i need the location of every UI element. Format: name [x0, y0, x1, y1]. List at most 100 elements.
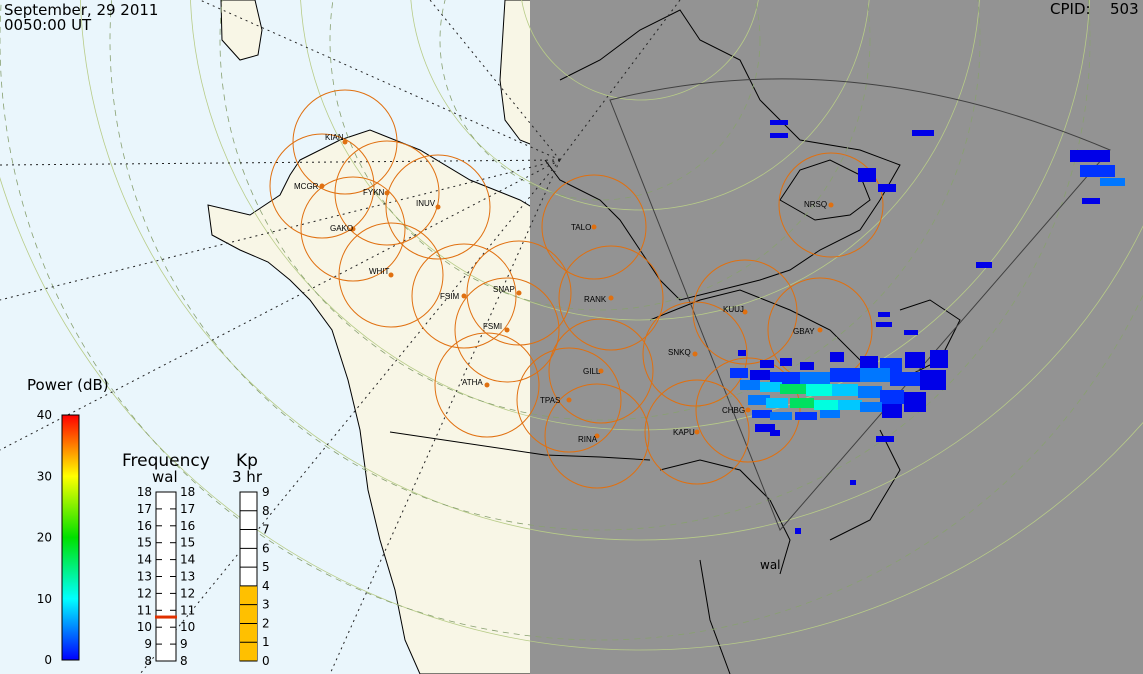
svg-text:MCGR: MCGR [294, 182, 319, 191]
svg-text:RINA: RINA [578, 435, 598, 444]
svg-text:TALO: TALO [571, 223, 591, 232]
frequency-tick-right: 16 [180, 519, 195, 533]
fov-circles [269, 89, 884, 489]
backscatter-cell [795, 528, 801, 534]
svg-text:wal: wal [152, 468, 178, 486]
backscatter-cell [858, 386, 882, 398]
svg-text:SNAP: SNAP [493, 285, 515, 294]
kp-tick-label: 0 [262, 654, 270, 668]
backscatter-cell [770, 372, 800, 384]
power-tick: 10 [37, 592, 52, 606]
backscatter-cell [832, 384, 858, 396]
backscatter-cell [760, 360, 774, 368]
frequency-tick-left: 14 [137, 553, 152, 567]
svg-text:KIAN: KIAN [325, 133, 344, 142]
backscatter-cell [882, 404, 902, 418]
date-label: September, 29 2011 [4, 1, 159, 19]
station-snap: SNAP [493, 285, 522, 296]
svg-text:FYKN: FYKN [363, 188, 385, 197]
station-fsmi: FSMI [483, 322, 510, 333]
backscatter-cell [730, 368, 748, 378]
backscatter-cell [876, 436, 894, 442]
frequency-tick-left: 10 [137, 620, 152, 634]
kp-tick-label: 7 [262, 523, 270, 537]
svg-text:RANK: RANK [584, 295, 607, 304]
kp-tick-label: 3 [262, 598, 270, 612]
backscatter-cell [1070, 150, 1110, 162]
frequency-tick-right: 10 [180, 620, 195, 634]
latitude-lines [0, 0, 1143, 651]
svg-text:Kp: Kp [236, 451, 258, 471]
frequency-tick-right: 12 [180, 586, 195, 600]
svg-text:TPAS: TPAS [540, 396, 560, 405]
frequency-tick-left: 9 [144, 637, 152, 651]
meridians [0, 0, 681, 674]
svg-text:NRSQ: NRSQ [804, 200, 827, 209]
frequency-tick-right: 9 [180, 637, 188, 651]
svg-text:GAKO: GAKO [330, 224, 353, 233]
svg-text:SNKQ: SNKQ [668, 348, 691, 357]
svg-text:Power (dB): Power (dB) [27, 376, 109, 394]
backscatter-cell [930, 350, 948, 368]
backscatter-cell [795, 412, 817, 420]
backscatter-cell [770, 412, 792, 420]
backscatter-cell [770, 430, 780, 436]
svg-text:KUUJ: KUUJ [723, 305, 744, 314]
station-talo: TALO [571, 223, 597, 232]
svg-text:GBAY: GBAY [793, 327, 815, 336]
frequency-tick-right: 15 [180, 536, 195, 550]
backscatter-cell [770, 120, 788, 125]
station-mcgr: MCGR [294, 182, 325, 191]
backscatter-cell [755, 424, 775, 432]
frequency-tick-right: 14 [180, 553, 195, 567]
svg-text:CHBG: CHBG [722, 406, 745, 415]
station-tpas: TPAS [540, 396, 572, 405]
svg-text:WHIT: WHIT [369, 267, 390, 276]
power-colorbar [61, 414, 80, 661]
backscatter-cell [770, 133, 788, 138]
station-kapu: KAPU [673, 428, 700, 437]
backscatter-cell [860, 368, 890, 382]
frequency-tick-left: 17 [137, 502, 152, 516]
station-atha: ATHA [462, 378, 490, 388]
backscatter-cell [740, 380, 760, 390]
backscatter-cells [730, 120, 1125, 534]
svg-text:INUV: INUV [416, 199, 436, 208]
station-markers: KIAN MCGR FYKN INUV GAKO WHIT FSIM SNAP … [294, 133, 834, 444]
backscatter-cell [904, 330, 918, 335]
station-gill: GILL [583, 367, 604, 376]
backscatter-cell [738, 350, 746, 356]
svg-text:Frequency: Frequency [122, 451, 210, 471]
kp-tick-label: 6 [262, 541, 270, 555]
station-gbay: GBAY [793, 327, 823, 336]
backscatter-cell [920, 370, 946, 390]
backscatter-cell [814, 400, 838, 410]
svg-text:GILL: GILL [583, 367, 601, 376]
frequency-tick-left: 8 [144, 654, 152, 668]
backscatter-cell [880, 390, 904, 404]
station-chbg: CHBG [722, 406, 751, 415]
backscatter-cell [780, 358, 792, 366]
frequency-tick-left: 13 [137, 570, 152, 584]
kp-tick-label: 8 [262, 504, 270, 518]
power-tick: 30 [37, 469, 52, 483]
backscatter-cell [820, 410, 840, 418]
kp-legend: Kp 3 hr 9 8 7 6 5 4 3 2 1 0 [232, 451, 270, 668]
backscatter-cell [800, 372, 830, 384]
station-whit: WHIT [369, 267, 394, 278]
station-kian: KIAN [325, 133, 348, 145]
backscatter-cell [830, 352, 844, 362]
svg-text:3 hr: 3 hr [232, 468, 263, 486]
station-kuuj: KUUJ [723, 305, 748, 315]
backscatter-cell [860, 356, 878, 370]
backscatter-cell [860, 402, 882, 412]
magnetic-latitude-lines [0, 0, 1143, 641]
kp-tick-label: 4 [262, 579, 270, 593]
svg-text:FSIM: FSIM [440, 292, 459, 301]
station-snkq: SNKQ [668, 348, 698, 357]
power-legend: Power (dB) 40 30 20 10 0 [27, 376, 109, 667]
svg-text:KAPU: KAPU [673, 428, 695, 437]
cpid-label: CPID: [1050, 0, 1091, 18]
time-label: 0050:00 UT [4, 16, 92, 34]
backscatter-cell [1100, 178, 1125, 186]
